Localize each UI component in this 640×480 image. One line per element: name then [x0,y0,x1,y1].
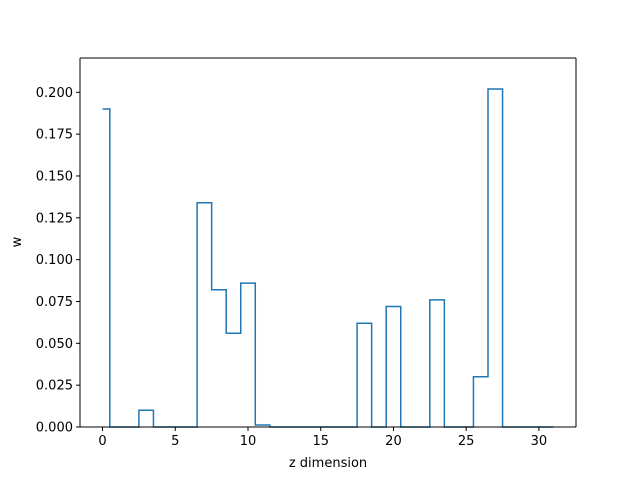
y-axis-label: w [10,236,25,247]
x-tick-label: 5 [171,434,179,449]
y-tick-label: 0.000 [36,421,73,436]
x-tick-label: 25 [458,434,475,449]
x-tick-label: 20 [385,434,402,449]
x-axis-ticks: 0 5 10 15 20 25 30 [98,427,547,449]
y-tick-label: 0.025 [36,379,73,394]
x-tick-label: 30 [531,434,548,449]
y-tick-label: 0.125 [36,211,73,226]
y-tick-label: 0.100 [36,253,73,268]
x-tick-label: 15 [312,434,329,449]
y-tick-label: 0.175 [36,128,73,143]
y-tick-label: 0.050 [36,337,73,352]
y-axis-ticks: 0.000 0.025 0.050 0.075 0.100 0.125 0.150 0.175… [36,86,80,436]
plot-area [80,58,576,427]
y-tick-label: 0.150 [36,169,73,184]
axes-frame [79,57,577,428]
x-tick-label: 10 [240,434,257,449]
y-tick-label: 0.075 [36,295,73,310]
y-tick-label: 0.200 [36,86,73,101]
x-tick-label: 0 [98,434,106,449]
x-axis-label: z dimension [289,456,367,471]
